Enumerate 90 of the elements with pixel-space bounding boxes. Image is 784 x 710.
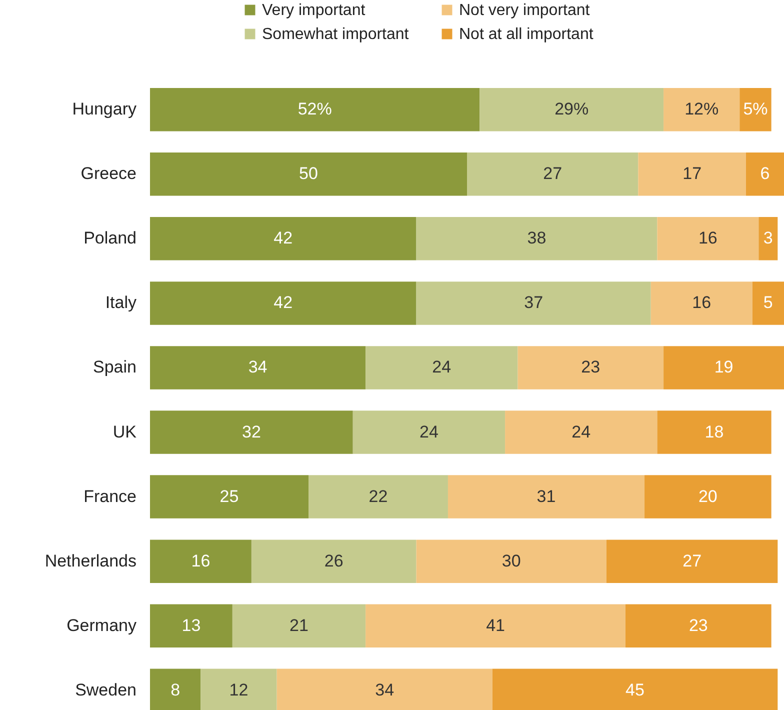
bar bbox=[657, 217, 759, 260]
bar bbox=[150, 540, 252, 583]
data-label: 20 bbox=[698, 486, 718, 506]
bar bbox=[467, 152, 638, 196]
y-tick-label: Greece bbox=[80, 164, 136, 184]
data-label: 45 bbox=[626, 680, 644, 700]
data-label: 17 bbox=[682, 164, 702, 184]
data-label: 34 bbox=[375, 680, 394, 700]
data-label: 30 bbox=[502, 551, 521, 570]
data-label: 23 bbox=[581, 358, 600, 377]
bar bbox=[366, 346, 518, 390]
data-label: 12 bbox=[229, 680, 248, 700]
bar bbox=[416, 282, 651, 325]
bar bbox=[448, 475, 645, 518]
y-tick-label: France bbox=[84, 486, 136, 506]
data-label: 24 bbox=[420, 422, 438, 442]
data-label: 50 bbox=[299, 164, 318, 184]
data-label: 12% bbox=[684, 100, 719, 119]
data-label: 32 bbox=[242, 422, 261, 442]
y-tick-label: Netherlands bbox=[44, 551, 136, 570]
data-label: 16 bbox=[698, 228, 718, 248]
legend-label: Somewhat important bbox=[262, 26, 410, 43]
data-label: 42 bbox=[274, 228, 293, 248]
bar bbox=[150, 217, 416, 260]
bar bbox=[758, 217, 778, 260]
bar bbox=[366, 604, 626, 648]
data-label: 16 bbox=[191, 551, 210, 570]
bar bbox=[626, 604, 772, 648]
bar bbox=[150, 475, 308, 518]
data-label: 26 bbox=[324, 551, 344, 570]
data-label: 22 bbox=[368, 486, 388, 506]
data-label: 31 bbox=[536, 486, 556, 506]
data-label: 8 bbox=[170, 680, 180, 700]
y-tick-label: Spain bbox=[93, 358, 136, 377]
data-label: 34 bbox=[248, 358, 268, 377]
bar bbox=[416, 217, 658, 260]
bar bbox=[657, 410, 772, 454]
bar bbox=[664, 346, 784, 390]
data-label: 24 bbox=[572, 422, 591, 442]
data-label: 21 bbox=[290, 616, 308, 635]
bar bbox=[416, 540, 606, 583]
legend-label: Not very important bbox=[459, 2, 590, 19]
data-label: 25 bbox=[220, 486, 239, 506]
bar bbox=[150, 282, 416, 325]
bar bbox=[746, 152, 784, 196]
y-tick-label: Poland bbox=[84, 228, 136, 248]
data-label: 37 bbox=[524, 293, 544, 312]
y-tick-label: Italy bbox=[105, 293, 137, 312]
data-label: 5 bbox=[763, 293, 773, 312]
y-tick-label: Sweden bbox=[75, 680, 136, 700]
bar bbox=[150, 152, 467, 196]
data-label: 13 bbox=[182, 616, 201, 635]
bar bbox=[308, 475, 448, 518]
data-label: 3 bbox=[763, 228, 773, 248]
bar bbox=[150, 604, 232, 648]
bar bbox=[606, 540, 778, 583]
data-label: 6 bbox=[760, 164, 770, 184]
data-label: 16 bbox=[692, 293, 712, 312]
data-label: 24 bbox=[432, 358, 452, 377]
legend-label: Very important bbox=[262, 2, 366, 19]
data-label: 18 bbox=[704, 422, 724, 442]
y-tick-label: Germany bbox=[66, 616, 137, 635]
y-tick-label: UK bbox=[112, 422, 138, 442]
bar bbox=[251, 540, 416, 583]
data-label: 5% bbox=[743, 100, 768, 119]
bar bbox=[518, 346, 664, 390]
bar bbox=[740, 88, 772, 132]
data-label: 52% bbox=[298, 100, 332, 119]
legend-label: Not at all important bbox=[459, 26, 594, 43]
bar bbox=[150, 346, 366, 390]
data-label: 27 bbox=[682, 551, 702, 570]
data-label: 29% bbox=[554, 100, 589, 119]
bar bbox=[650, 282, 752, 325]
data-label: 42 bbox=[274, 293, 293, 312]
bar bbox=[480, 88, 664, 132]
bar bbox=[638, 152, 746, 196]
bar bbox=[644, 475, 772, 518]
data-label: 19 bbox=[714, 358, 734, 377]
data-label: 23 bbox=[688, 616, 708, 635]
bar bbox=[150, 88, 480, 132]
bar bbox=[352, 410, 506, 454]
data-label: 27 bbox=[543, 164, 562, 184]
bar bbox=[505, 410, 658, 454]
bar bbox=[150, 410, 353, 454]
bar bbox=[664, 88, 740, 132]
bar bbox=[232, 604, 366, 648]
y-tick-label: Hungary bbox=[72, 100, 137, 119]
data-label: 41 bbox=[486, 616, 505, 635]
data-label: 38 bbox=[527, 228, 546, 248]
bar bbox=[752, 282, 784, 325]
